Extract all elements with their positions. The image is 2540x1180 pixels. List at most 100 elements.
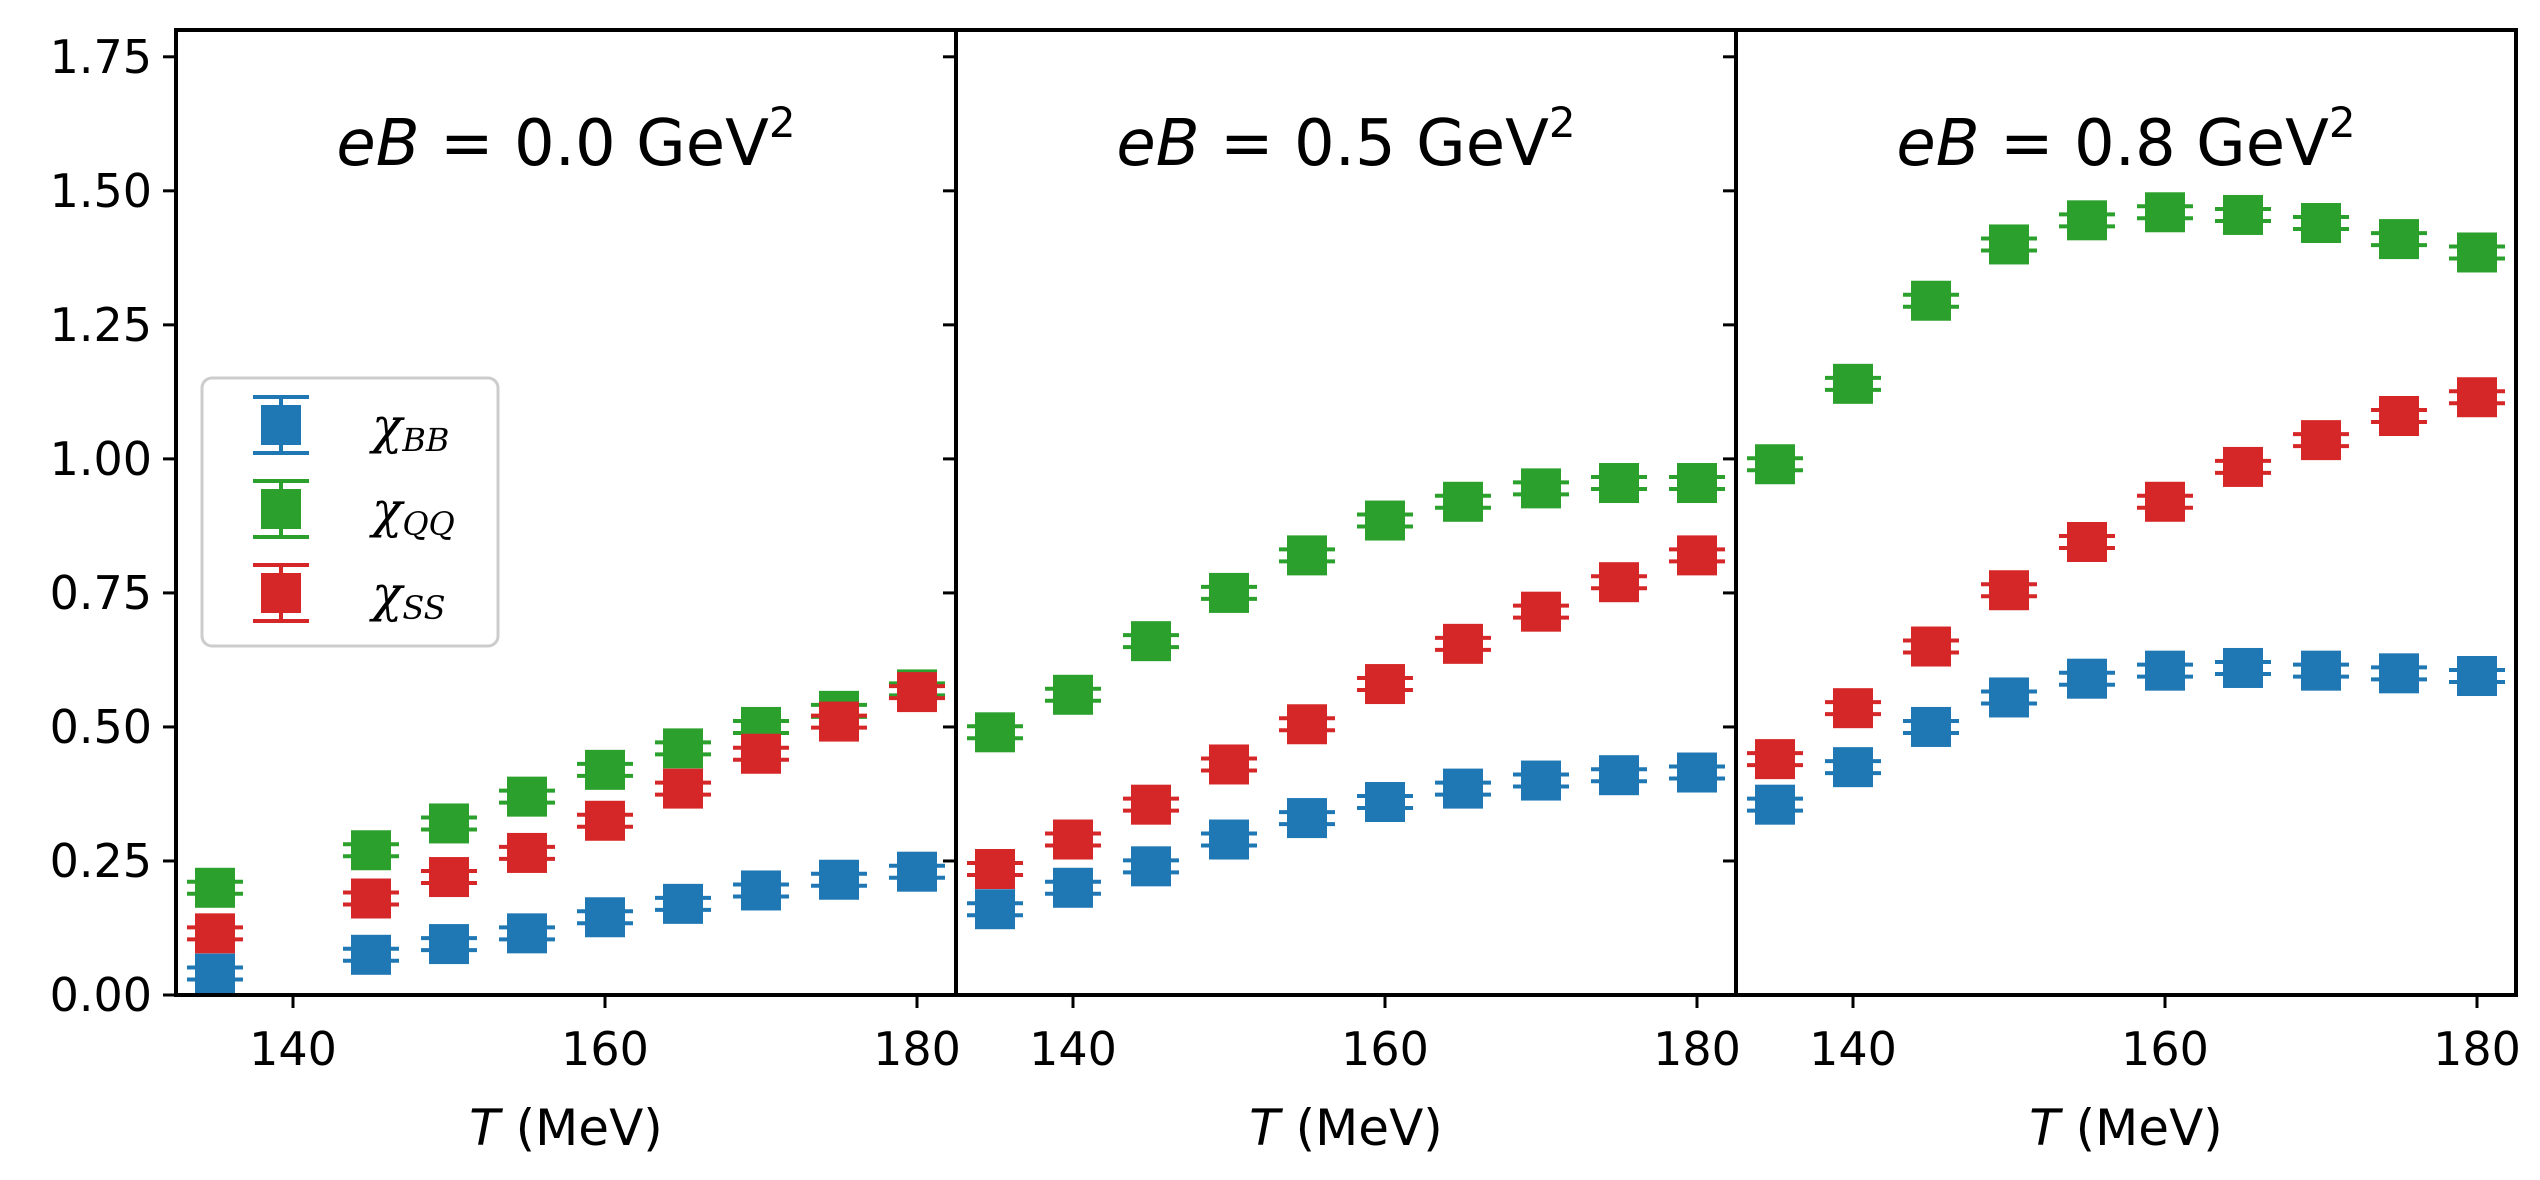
legend-label: χSS	[369, 565, 446, 627]
y-tick-label: 0.75	[50, 566, 152, 620]
x-axis-label: T (MeV)	[2029, 1099, 2223, 1157]
series-χ_QQ	[1747, 192, 2505, 485]
series-χ_SS	[967, 535, 1725, 890]
data-point	[351, 878, 391, 919]
data-point	[1677, 463, 1717, 504]
data-point	[2301, 420, 2341, 461]
data-point	[2301, 650, 2341, 691]
data-point	[507, 832, 547, 873]
x-tick-label: 140	[1809, 1022, 1897, 1076]
series-χ_BB	[967, 752, 1725, 930]
data-point	[2067, 658, 2107, 699]
data-point	[2145, 192, 2185, 233]
data-point	[1443, 623, 1483, 664]
legend: χBB χQQ χSS	[200, 376, 500, 648]
data-point	[2457, 377, 2497, 418]
data-point	[1989, 677, 2029, 718]
data-point	[2067, 200, 2107, 241]
data-point	[1443, 768, 1483, 809]
data-point	[195, 953, 235, 994]
data-point	[2457, 232, 2497, 273]
data-point	[585, 749, 625, 790]
data-point	[585, 800, 625, 841]
data-point	[2457, 656, 2497, 697]
legend-label: χQQ	[369, 481, 455, 543]
data-point	[975, 849, 1015, 890]
data-point	[2223, 647, 2263, 688]
x-axis-label: T (MeV)	[469, 1099, 663, 1157]
data-point	[1989, 570, 2029, 611]
data-point	[663, 883, 703, 924]
series-χ_QQ	[967, 463, 1725, 753]
data-point	[1755, 444, 1795, 485]
data-point	[429, 857, 469, 898]
data-point	[1209, 572, 1249, 613]
data-point	[1521, 591, 1561, 632]
data-point	[1053, 867, 1093, 908]
data-point	[1677, 535, 1717, 576]
data-point	[1599, 463, 1639, 504]
y-tick-label: 1.75	[50, 30, 152, 84]
data-point	[1053, 674, 1093, 715]
data-point	[2145, 481, 2185, 522]
data-point	[1443, 481, 1483, 522]
series-χ_SS	[187, 672, 945, 954]
data-point	[1365, 664, 1405, 705]
data-point	[2379, 396, 2419, 436]
y-tick-label: 1.25	[50, 298, 152, 352]
panel-title: eB = 0.8 GeV2	[1896, 98, 2355, 181]
data-point	[2145, 650, 2185, 691]
legend-marker	[261, 573, 301, 613]
data-point	[585, 897, 625, 938]
data-point	[1053, 819, 1093, 860]
data-point	[2301, 203, 2341, 243]
data-point	[429, 803, 469, 844]
data-point	[507, 776, 547, 817]
y-tick-label: 1.00	[50, 432, 152, 486]
data-point	[1521, 468, 1561, 509]
data-point	[741, 870, 781, 911]
data-point	[1911, 626, 1951, 667]
data-point	[195, 913, 235, 954]
data-point	[1755, 739, 1795, 780]
x-tick-label: 180	[2433, 1022, 2521, 1076]
data-point	[897, 851, 937, 892]
data-point	[1599, 562, 1639, 603]
data-point	[1599, 755, 1639, 796]
panel-1: 0.00 0.25 0.50 0.75 1.00 1.25 1.50 1.75 140 160 18…	[50, 28, 961, 1157]
data-point	[351, 934, 391, 975]
data-point	[1365, 500, 1405, 541]
data-point	[975, 889, 1015, 930]
x-tick-label: 140	[249, 1022, 337, 1076]
data-point	[1131, 784, 1171, 825]
data-point	[1287, 798, 1327, 839]
legend-marker	[261, 489, 301, 529]
y-tick-label: 0.25	[50, 834, 152, 888]
data-point	[195, 867, 235, 908]
data-point	[741, 733, 781, 774]
data-point	[1833, 747, 1873, 788]
y-tick-label: 1.50	[50, 164, 152, 218]
x-axis-label: T (MeV)	[1249, 1099, 1443, 1157]
data-point	[2379, 653, 2419, 694]
panel-2: 140 160 180 T (MeV) eB = 0.5 GeV2	[943, 28, 1741, 1157]
data-point	[2223, 194, 2263, 235]
data-point	[897, 672, 937, 713]
x-tick-label: 160	[2121, 1022, 2209, 1076]
data-point	[507, 913, 547, 954]
data-point	[1287, 704, 1327, 745]
x-tick-label: 160	[561, 1022, 649, 1076]
data-point	[1755, 784, 1795, 825]
data-point	[1209, 744, 1249, 785]
series-χ_BB	[187, 851, 945, 994]
data-point	[1131, 621, 1171, 662]
data-point	[663, 768, 703, 809]
y-tick-label: 0.50	[50, 700, 152, 754]
x-tick-label: 180	[873, 1022, 961, 1076]
data-point	[1209, 819, 1249, 860]
series-χ_BB	[1747, 647, 2505, 825]
panel-frame	[1734, 28, 2518, 997]
x-tick-label: 160	[1341, 1022, 1429, 1076]
data-point	[1911, 706, 1951, 747]
